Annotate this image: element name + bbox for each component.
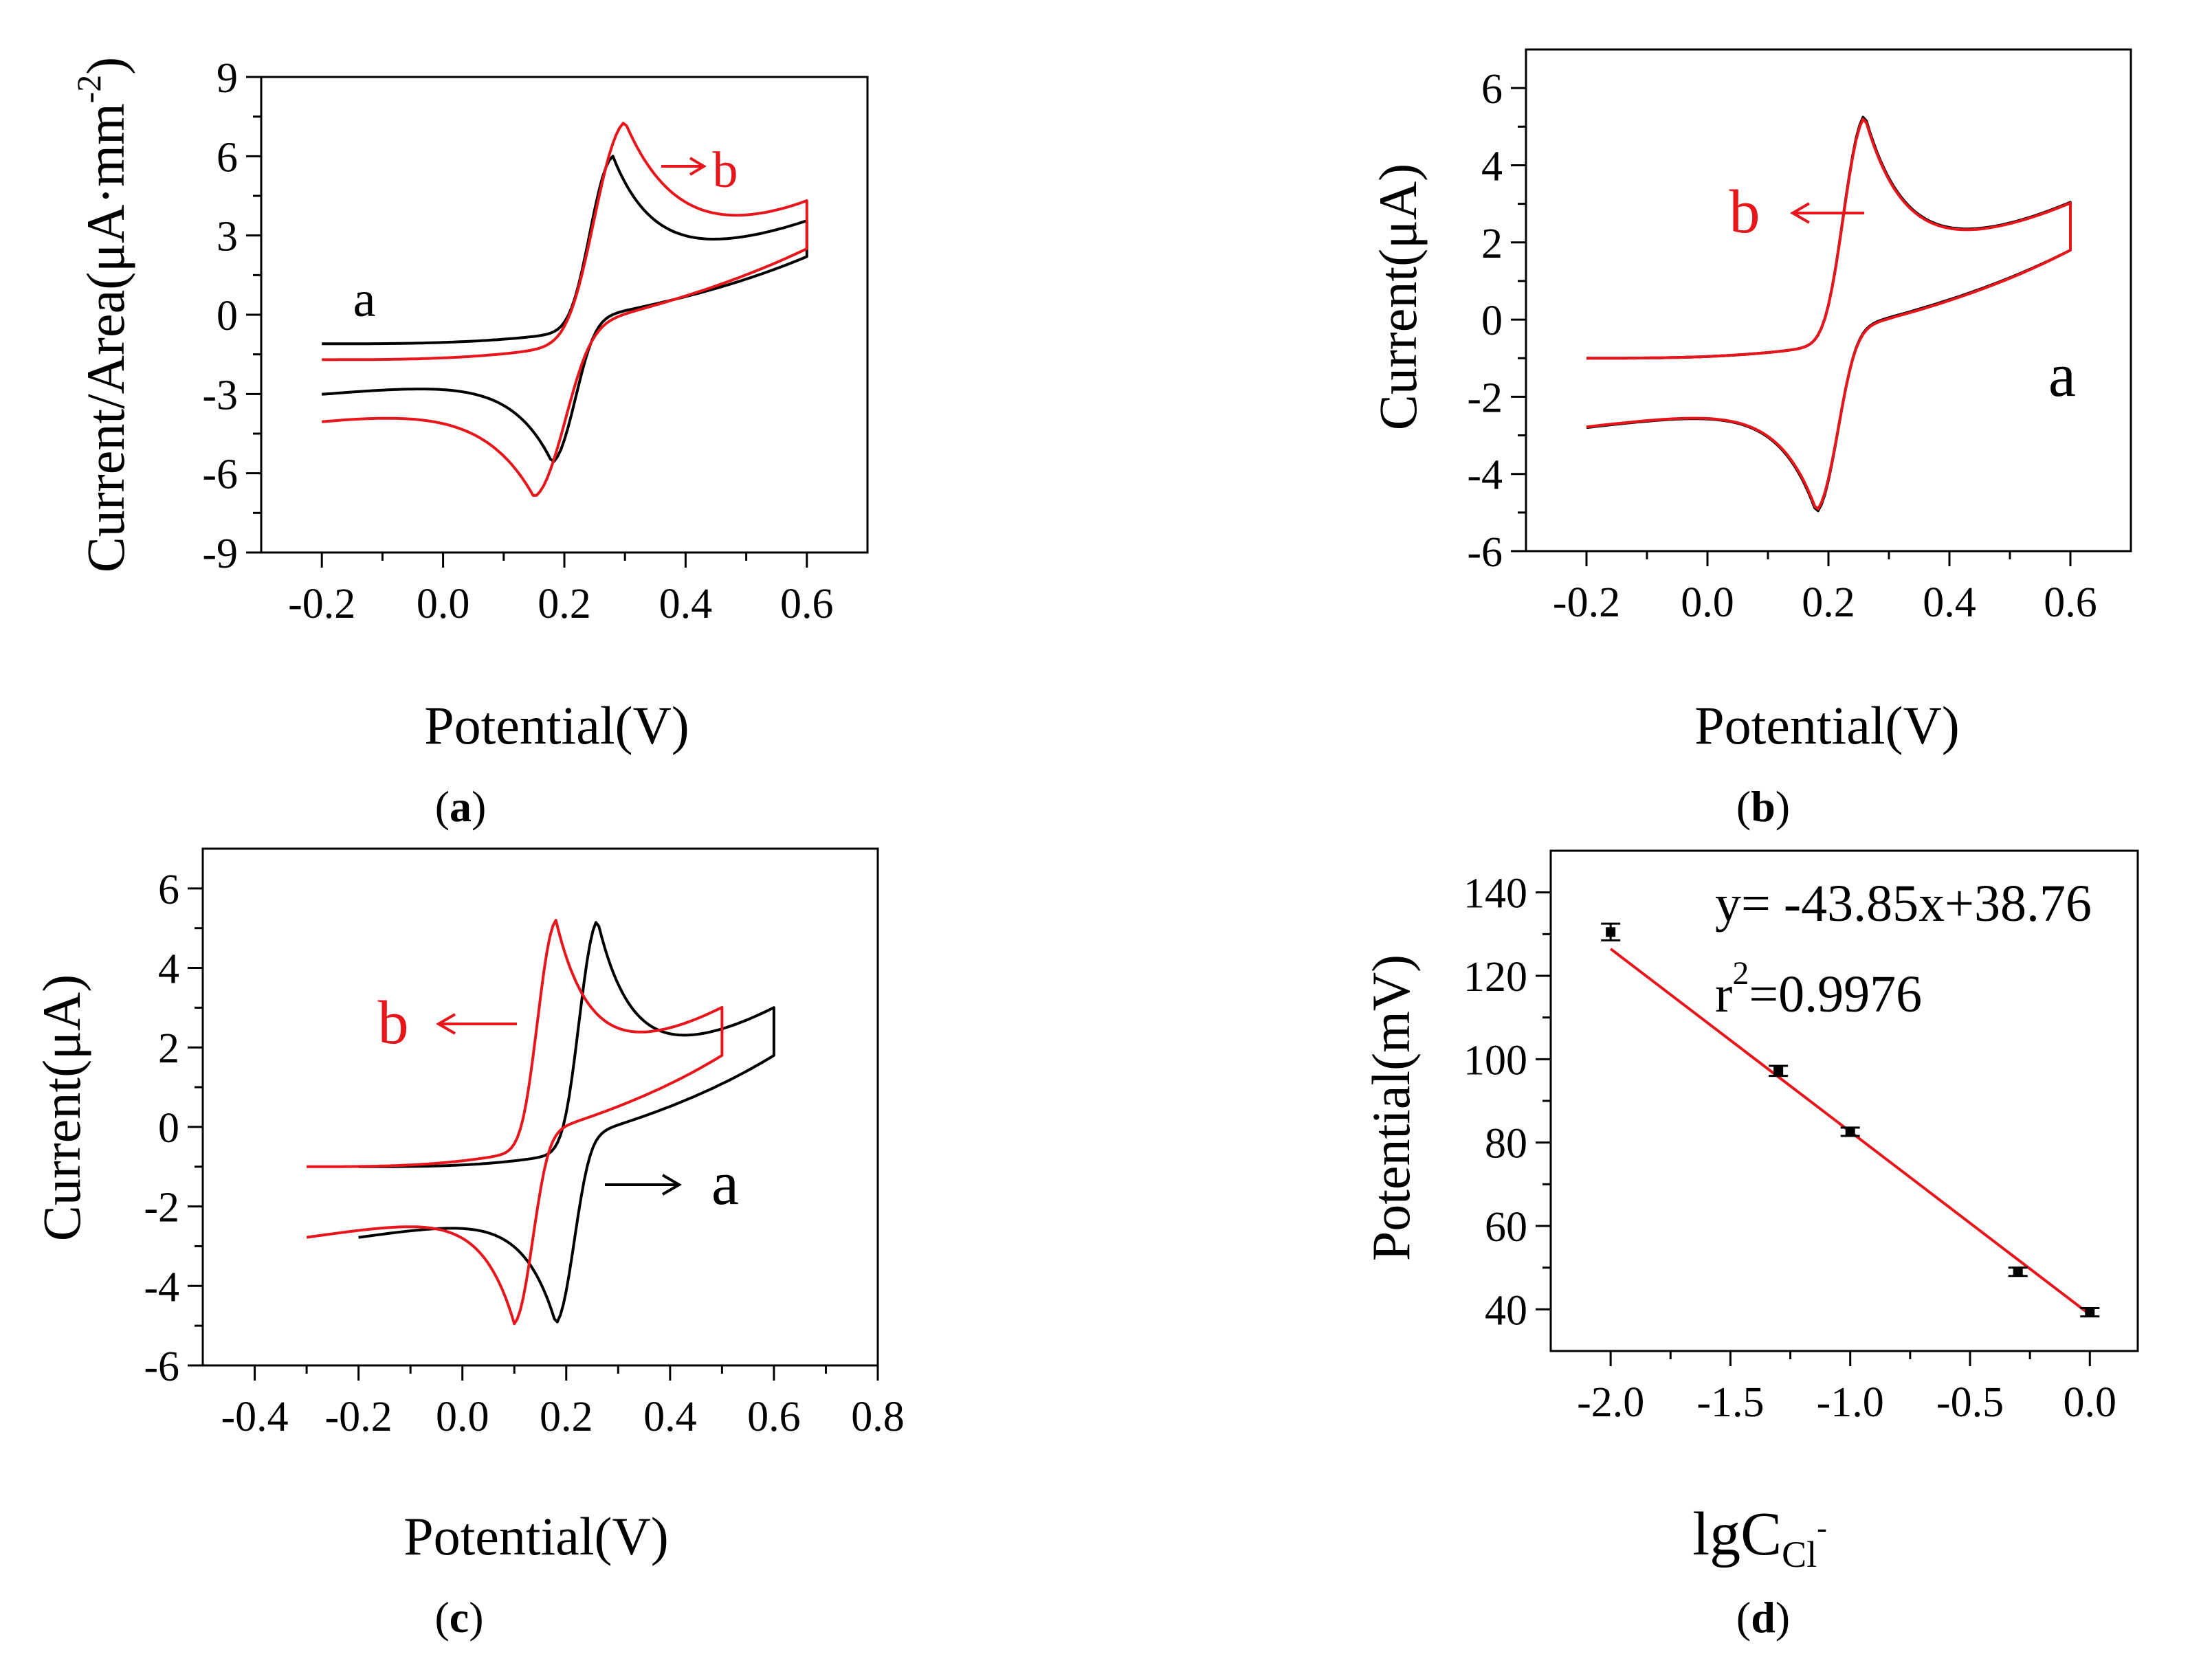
panel-b-y-tick-label: 2	[1481, 221, 1503, 267]
panel-a-x-tick-label: 0.2	[538, 581, 591, 627]
panel-c-label-b: b	[378, 989, 409, 1057]
panel-d-y-tick-label: 120	[1463, 954, 1527, 1001]
panel-c-x-tick-label: 0.8	[851, 1394, 905, 1440]
panel-d-x-tick-label: -1.5	[1696, 1379, 1764, 1426]
panel-a-y-axis-title: Current/Area(μA·mm-2)	[69, 57, 135, 573]
panel-a-caption: (a)	[435, 782, 487, 831]
panel-b-label-b: b	[1729, 178, 1760, 246]
panel-c-y-tick-label: 2	[158, 1025, 179, 1072]
panel-c-arrow-b	[436, 1013, 517, 1035]
panel-c-curves	[306, 919, 775, 1326]
panel-c-x-tick-label: -0.4	[221, 1394, 288, 1440]
panel-b-caption: (b)	[1736, 782, 1790, 831]
panel-a-ticks: -0.2 0.0 0.2 0.4 0.6 -9 -6 -3 0 3 6 9	[202, 55, 833, 627]
panel-d-point	[1773, 1066, 1784, 1076]
panel-b-ticks: -0.2 0.0 0.2 0.4 0.6 -6 -4 -2 0 2 4 6	[1467, 66, 2097, 626]
panel-b-series-b	[1586, 118, 2072, 511]
panel-c-frame	[201, 847, 879, 1367]
panel-d-caption: (d)	[1736, 1593, 1790, 1642]
panel-b-series-a	[1586, 115, 2072, 513]
panel-b-y-tick-label: 6	[1481, 66, 1503, 113]
panel-d-y-tick-label: 60	[1485, 1204, 1527, 1251]
panel-d-x-axis-title: lgCCl-	[1692, 1500, 1827, 1575]
panel-d-y-tick-label: 100	[1463, 1037, 1527, 1084]
panel-d-x-tick-label: -2.0	[1577, 1379, 1644, 1426]
panel-a-series-b	[322, 122, 808, 497]
panel-d-point	[2085, 1307, 2095, 1317]
panel-d-y-tick-label: 40	[1485, 1287, 1527, 1334]
panel-b-x-tick-label: 0.0	[1681, 579, 1734, 626]
panel-b-y-tick-label: -6	[1467, 529, 1503, 576]
panel-b-x-tick-label: 0.2	[1802, 579, 1855, 626]
panel-a: -0.2 0.0 0.2 0.4 0.6 -9 -6 -3 0 3 6 9 Current/Area(…	[69, 55, 869, 831]
panel-b-y-tick-label: -4	[1467, 452, 1503, 499]
panel-c-series-b	[306, 919, 724, 1326]
panel-a-x-axis-title: Potential(V)	[424, 695, 689, 755]
panel-c-x-tick-label: -0.2	[325, 1394, 392, 1440]
panel-b: -0.2 0.0 0.2 0.4 0.6 -6 -4 -2 0 2 4 6 Current(μA) P…	[1368, 48, 2132, 831]
panel-d-point	[1606, 927, 1616, 937]
panel-c-y-tick-label: -6	[144, 1343, 179, 1390]
panel-a-arrow-b	[661, 157, 707, 176]
panel-c-series-a	[358, 921, 775, 1324]
panel-d: -2.0 -1.5 -1.0 -0.5 0.0 40 60 80 100 120 140 Poten…	[1361, 849, 2139, 1642]
panel-b-label-a: a	[2048, 342, 2076, 410]
panel-a-curves	[322, 122, 808, 497]
panel-c-x-tick-label: 0.4	[643, 1394, 697, 1440]
panel-c-y-tick-label: -4	[144, 1264, 179, 1310]
panel-c-y-tick-label: -2	[144, 1185, 179, 1231]
panel-a-x-tick-label: 0.0	[417, 581, 470, 627]
panel-c-ticks: -0.4 -0.2 0.0 0.2 0.4 0.6 0.8 -6 -4 -2 0 2 4 6	[144, 867, 904, 1440]
panel-d-y-tick-label: 140	[1463, 871, 1527, 917]
panel-d-x-tick-label: 0.0	[2064, 1379, 2117, 1426]
panel-a-series-a	[322, 155, 808, 463]
panel-c-x-tick-label: 0.6	[747, 1394, 801, 1440]
panel-a-label-a: a	[353, 271, 376, 328]
panel-d-y-tick-label: 80	[1485, 1121, 1527, 1168]
panel-c-label-a: a	[711, 1150, 739, 1218]
panel-d-point	[2013, 1266, 2023, 1277]
panel-d-ticks: -2.0 -1.5 -1.0 -0.5 0.0 40 60 80 100 120 140	[1463, 871, 2116, 1426]
panel-c-x-tick-label: 0.0	[436, 1394, 489, 1440]
panel-c-y-axis-title: Current(μA)	[32, 974, 91, 1241]
panel-b-y-tick-label: 0	[1481, 298, 1503, 344]
panel-a-y-tick-label: 9	[217, 55, 238, 102]
panel-a-y-tick-label: -6	[202, 451, 238, 498]
panel-a-y-tick-label: 0	[217, 293, 238, 339]
panel-b-x-tick-label: 0.6	[2044, 579, 2097, 626]
panel-c-x-axis-title: Potential(V)	[403, 1506, 669, 1566]
panel-b-y-tick-label: 4	[1481, 143, 1503, 190]
panel-a-frame	[260, 76, 869, 554]
panel-d-plot	[1601, 922, 2100, 1318]
panel-d-equation: y= -43.85x+38.76	[1715, 875, 2092, 933]
panel-a-label-b: b	[713, 142, 738, 199]
panel-b-x-tick-label: 0.4	[1923, 579, 1976, 626]
panel-d-x-tick-label: -1.0	[1817, 1379, 1884, 1426]
panel-a-x-tick-label: 0.6	[780, 581, 834, 627]
panel-a-y-tick-label: 3	[217, 214, 238, 260]
panel-c: -0.4 -0.2 0.0 0.2 0.4 0.6 0.8 -6 -4 -2 0 2 4 6 Curren…	[32, 847, 905, 1642]
panel-b-x-tick-label: -0.2	[1553, 579, 1620, 626]
panel-c-y-tick-label: 6	[158, 867, 179, 913]
panel-b-arrow-b	[1790, 202, 1864, 224]
panel-d-point	[1845, 1126, 1855, 1137]
panel-a-y-tick-label: -9	[202, 531, 238, 577]
panel-b-x-axis-title: Potential(V)	[1694, 695, 1960, 755]
panel-b-y-axis-title: Current(μA)	[1368, 164, 1428, 430]
panel-a-y-tick-label: -3	[202, 372, 238, 418]
panel-d-x-tick-label: -0.5	[1936, 1379, 2004, 1426]
panel-b-y-tick-label: -2	[1467, 375, 1503, 421]
panel-d-r-squared: r2=0.9976	[1715, 955, 1922, 1023]
panel-d-y-axis-title: Potential(mV)	[1361, 955, 1421, 1261]
panel-a-x-tick-label: 0.4	[659, 581, 713, 627]
panel-a-y-tick-label: 6	[217, 134, 238, 181]
panel-b-curves	[1586, 115, 2072, 513]
panel-c-y-tick-label: 0	[158, 1105, 179, 1152]
panel-c-caption: (c)	[434, 1593, 483, 1642]
panel-c-x-tick-label: 0.2	[540, 1394, 593, 1440]
panel-a-x-tick-label: -0.2	[288, 581, 355, 627]
panel-c-arrow-a	[605, 1174, 682, 1196]
panel-c-y-tick-label: 4	[158, 946, 179, 993]
